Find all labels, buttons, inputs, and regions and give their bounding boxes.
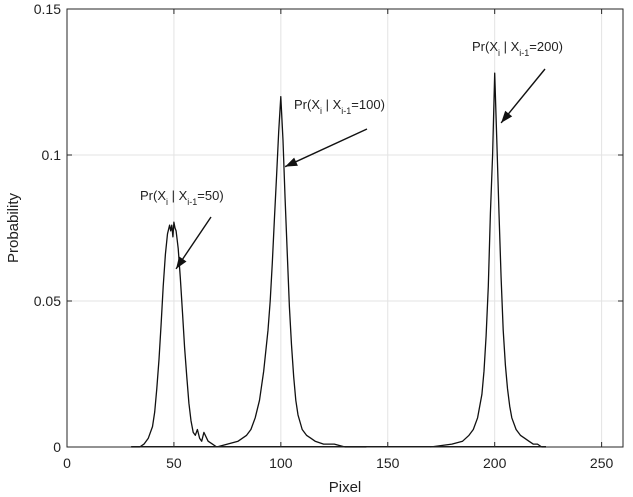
y-tick-label: 0.05 — [34, 293, 61, 309]
annotation-subscript: i — [166, 197, 168, 207]
x-tick-label: 0 — [63, 455, 71, 471]
annotation-label: Pr(Xi | Xi-1=200) — [472, 39, 563, 58]
x-tick-label: 50 — [166, 455, 182, 471]
y-tick-label: 0 — [53, 439, 61, 455]
annotation-subscript: i — [320, 106, 322, 116]
annotation-text: | X — [168, 188, 188, 203]
x-tick-label: 150 — [376, 455, 400, 471]
annotation-text: Pr(X — [472, 39, 498, 54]
x-axis-label: Pixel — [329, 479, 362, 496]
series-line — [216, 95, 367, 448]
annotations: Pr(Xi | Xi-1=50)Pr(Xi | Xi-1=100)Pr(Xi |… — [140, 39, 563, 270]
annotation-label: Pr(Xi | Xi-1=50) — [140, 188, 224, 207]
x-tick-label: 100 — [269, 455, 293, 471]
annotation-text: =200) — [529, 39, 563, 54]
plot-area — [67, 9, 623, 447]
x-tick-label: 250 — [590, 455, 614, 471]
annotation-subscript: i-1 — [341, 106, 351, 116]
ticks: 0 50 100 150 200 250 0 0.05 0.1 0.15 — [34, 1, 623, 471]
annotation-arrow-head — [176, 256, 187, 269]
annotation-text: Pr(X — [294, 97, 320, 112]
annotation-arrow-head — [501, 110, 513, 123]
y-tick-label: 0.15 — [34, 1, 61, 17]
series-line — [430, 72, 546, 448]
annotation-label: Pr(Xi | Xi-1=100) — [294, 97, 385, 116]
annotation-subscript: i — [498, 48, 500, 58]
annotation-text: Pr(X — [140, 188, 166, 203]
annotation-arrow-head — [285, 157, 298, 167]
y-tick-label: 0.1 — [42, 147, 62, 163]
annotation-text: | X — [500, 39, 520, 54]
y-axis-label: Probability — [5, 192, 22, 263]
annotation-subscript: i-1 — [187, 197, 197, 207]
annotation-text: =50) — [197, 188, 223, 203]
annotation-subscript: i-1 — [519, 48, 529, 58]
x-tick-label: 200 — [483, 455, 507, 471]
annotation-arrow-line — [284, 128, 368, 168]
plot-frame — [66, 8, 624, 448]
series-line — [131, 221, 218, 448]
annotation-text: | X — [322, 97, 342, 112]
annotation-text: =100) — [351, 97, 385, 112]
